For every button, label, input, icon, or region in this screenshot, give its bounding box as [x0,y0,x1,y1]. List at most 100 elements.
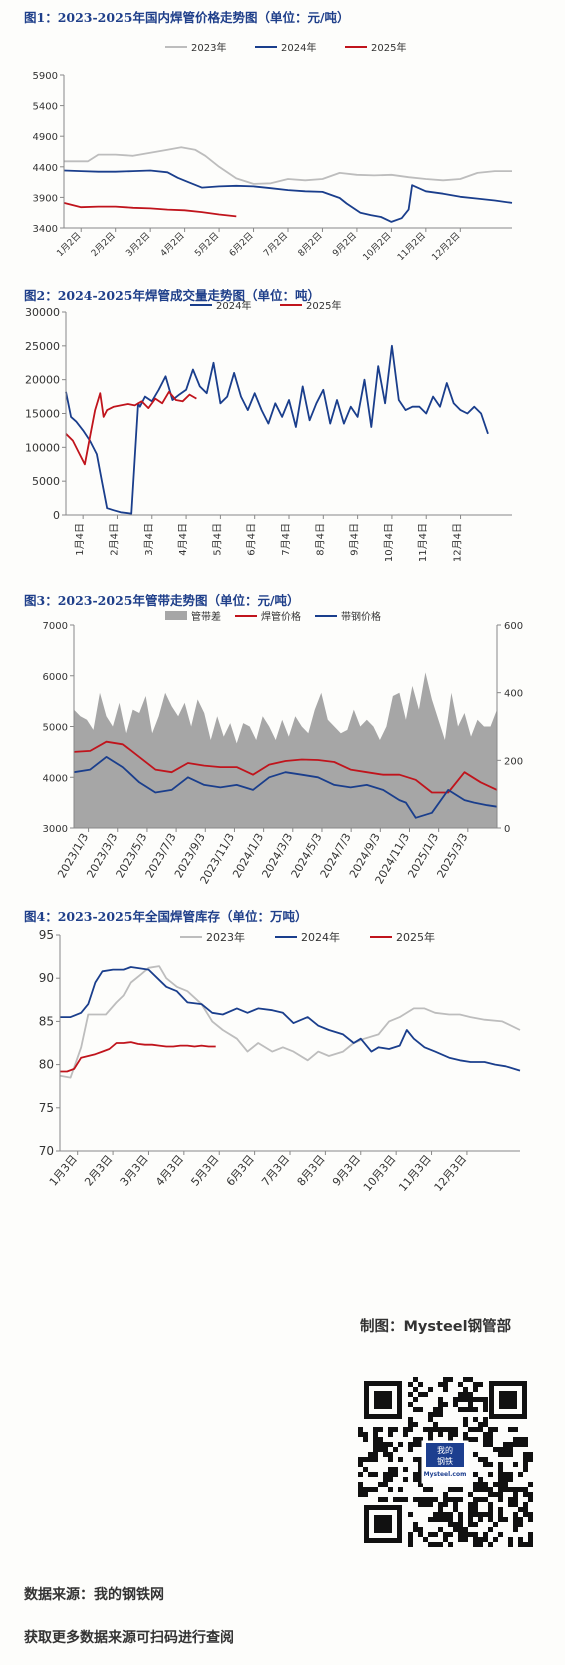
qr-module [518,1437,523,1442]
qr-module [453,1397,458,1402]
qr-module [453,1507,458,1512]
chart3-y-tick-label: 7000 [43,621,68,632]
qr-module [443,1382,448,1387]
qr-module [443,1497,448,1502]
qr-module [443,1402,448,1407]
qr-module [403,1427,408,1432]
chart1-price-trend: 3400 3900 4400 4900 5400 5900 1月2日 2月2日 3月2日 4月2日… [33,41,513,263]
qr-module [428,1487,433,1492]
chart1-x-tick-label: 10月2日 [361,230,394,263]
qr-module [413,1442,418,1447]
qr-module [368,1472,373,1477]
qr-module [488,1427,493,1432]
qr-module [438,1527,443,1532]
qr-module [443,1517,448,1522]
chart2-x-tick-label: 7月4日 [280,523,292,556]
qr-module [523,1507,528,1512]
qr-module [428,1387,433,1392]
qr-module [363,1457,368,1462]
qr-module [413,1497,418,1502]
chart4-x-tick-label: 8月3日 [295,1153,328,1189]
chart3-title: 图3：2023-2025年管带走势图（单位：元/吨） [24,593,300,608]
qr-module [428,1412,433,1417]
qr-code[interactable]: 我的 钢铁 Mysteel.com [358,1377,533,1547]
chart4-y-tick-label: 70 [39,1144,54,1158]
qr-module [428,1497,433,1502]
chart3-series-line-1 [73,740,498,794]
qr-module [488,1472,493,1477]
qr-module [458,1527,463,1532]
qr-module [408,1402,413,1407]
chart1-y-tick-label: 3400 [33,224,58,235]
qr-module [433,1542,438,1547]
chart4-x-tick-label: 5月3日 [188,1153,221,1189]
qr-module [448,1512,453,1517]
qr-module [438,1517,443,1522]
qr-module [358,1487,363,1492]
qr-module [408,1392,413,1397]
qr-module [508,1487,513,1492]
qr-module [453,1487,458,1492]
qr-module [508,1542,513,1547]
chart1-x-tick-label: 9月2日 [330,230,359,259]
qr-module [373,1472,378,1477]
qr-module [518,1522,523,1527]
chart4-y-tick-label: 85 [39,1014,54,1028]
qr-module [523,1467,528,1472]
qr-module [453,1527,458,1532]
qr-module [473,1497,478,1502]
qr-module [498,1532,503,1537]
qr-module [473,1542,478,1547]
chart4-y-tick-label: 95 [39,928,54,942]
qr-module [378,1497,383,1502]
qr-module [508,1447,513,1452]
chart2-x-tick-label: 1月4日 [74,523,86,556]
qr-module [408,1427,413,1432]
qr-module [418,1467,423,1472]
qr-module [418,1527,423,1532]
chart2-series-line-0 [65,344,489,515]
qr-module [528,1492,533,1497]
qr-module [503,1482,508,1487]
chart3-series-line-2 [73,756,498,819]
qr-module [378,1447,383,1452]
qr-logo-top: 我的 [437,1445,453,1455]
qr-module [473,1507,478,1512]
qr-module [423,1392,428,1397]
qr-module [493,1447,498,1452]
qr-module [498,1512,503,1517]
qr-module [373,1457,378,1462]
qr-module [503,1452,508,1457]
chart1-x-tick-label: 8月2日 [296,230,325,259]
chart4-x-tick-label: 10月3日 [361,1153,399,1194]
qr-logo-bottom: Mysteel.com [424,1471,467,1478]
qr-module [378,1437,383,1442]
qr-module [518,1472,523,1477]
chart3-y-tick-label: 6000 [43,672,68,683]
qr-module [418,1442,423,1447]
chart3-y2-tick-label: 400 [504,689,523,700]
qr-module [488,1507,493,1512]
qr-module [453,1402,458,1407]
qr-module [458,1407,463,1412]
qr-module [518,1537,523,1542]
qr-module [378,1427,383,1432]
qr-module [388,1477,393,1482]
qr-module [408,1382,413,1387]
qr-module [478,1487,483,1492]
qr-module [403,1477,408,1482]
qr-module [493,1522,498,1527]
qr-module [523,1457,528,1462]
qr-module [503,1442,508,1447]
qr-module [423,1537,428,1542]
qr-module [463,1537,468,1542]
qr-module [403,1432,408,1437]
qr-module [458,1497,463,1502]
qr-module [473,1522,478,1527]
chart1-x-tick-label: 7月2日 [262,230,291,259]
qr-module [483,1422,488,1427]
chart1-x-tick-label: 1月2日 [55,230,84,259]
data-source-text: 数据来源：我的钢铁网 [24,1587,164,1603]
qr-module [443,1492,448,1497]
qr-module [438,1412,443,1417]
